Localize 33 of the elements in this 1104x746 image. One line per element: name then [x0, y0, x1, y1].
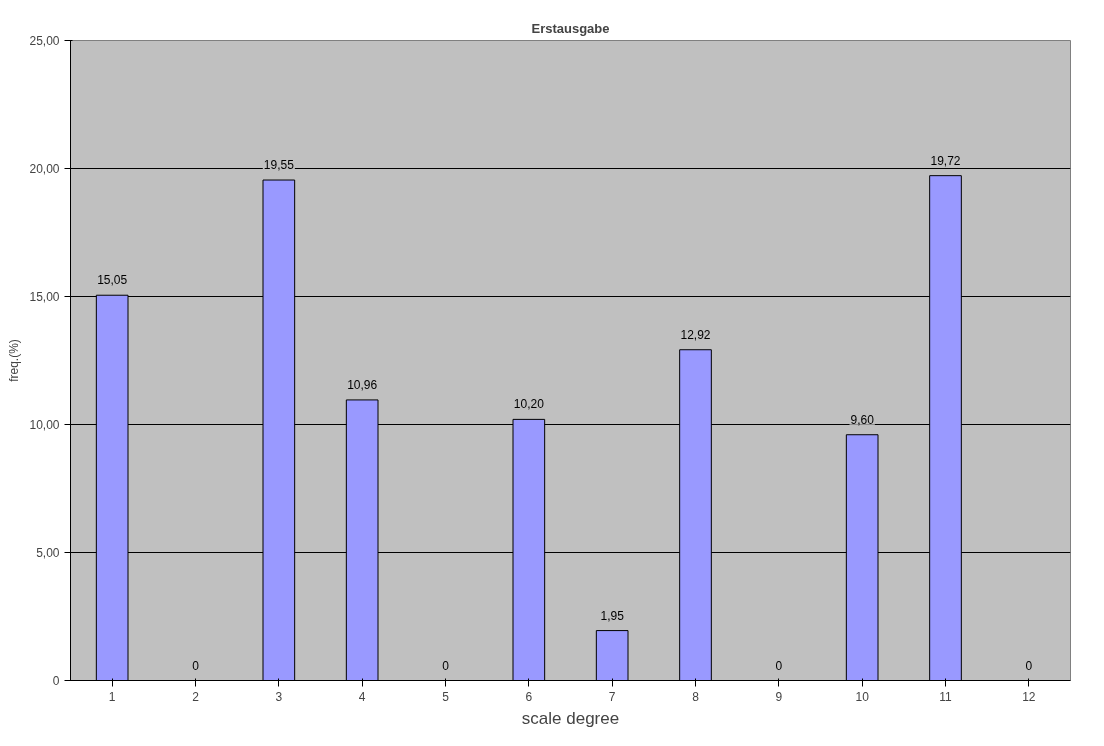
data-label: 9,60 [850, 412, 875, 427]
data-label: 15,05 [97, 273, 128, 288]
x-tick-label: 10 [855, 689, 870, 704]
y-tick-label: 10,00 [29, 418, 60, 432]
y-axis-title: freq.(%) [7, 339, 22, 382]
data-label: 1,95 [600, 608, 625, 623]
data-label: 0 [192, 658, 200, 673]
y-tick-label: 20,00 [29, 162, 60, 176]
x-tick-label: 3 [275, 689, 283, 704]
x-tick-label: 4 [358, 689, 366, 704]
data-label: 10,96 [347, 377, 378, 392]
data-label: 0 [442, 658, 450, 673]
data-label: 10,20 [513, 397, 545, 412]
x-tick-label: 5 [442, 689, 450, 704]
data-label: 19,72 [930, 153, 961, 168]
x-tick-label: 12 [1022, 689, 1036, 704]
data-label: 19,55 [263, 158, 295, 173]
data-label: 0 [775, 658, 783, 673]
x-tick-label: 8 [692, 689, 700, 704]
chart-title: Erstausgabe [531, 20, 610, 36]
x-tick-label: 9 [775, 689, 783, 704]
x-tick-label: 11 [939, 689, 953, 704]
data-label: 0 [1025, 658, 1033, 673]
y-tick-label: 5,00 [36, 546, 60, 560]
x-axis-title: scale degree [521, 708, 620, 728]
x-tick-label: 6 [525, 689, 533, 704]
y-tick-label: 15,00 [29, 290, 60, 304]
data-label: 12,92 [680, 327, 711, 342]
x-tick-label: 7 [608, 689, 616, 704]
x-tick-label: 1 [108, 689, 116, 704]
y-tick-label: 25,00 [29, 34, 60, 48]
x-tick-label: 2 [192, 689, 200, 704]
y-tick-label: 0 [52, 674, 60, 688]
